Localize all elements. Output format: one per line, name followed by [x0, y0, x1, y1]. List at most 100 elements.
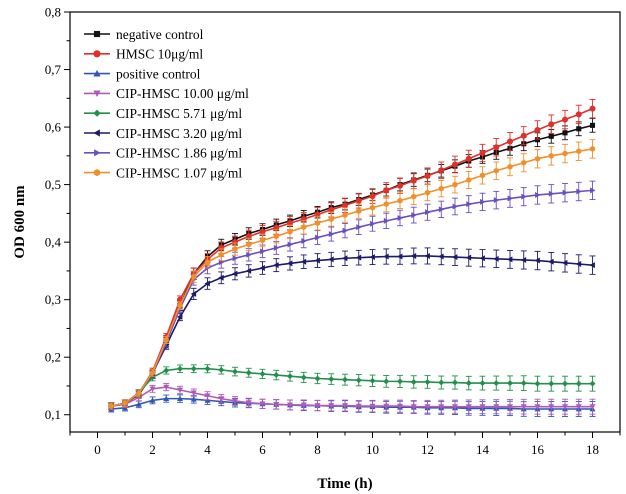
legend-marker: [94, 149, 101, 157]
legend-item-6: CIP-HMSC 3.20 μg/ml: [84, 126, 242, 141]
series-line: [111, 367, 593, 407]
data-point: [232, 255, 238, 262]
data-point: [232, 398, 238, 404]
data-point: [259, 370, 266, 377]
data-point: [328, 256, 334, 263]
data-point: [479, 255, 485, 262]
data-point: [452, 404, 458, 410]
data-point: [273, 262, 279, 269]
x-axis-title: Time (h): [317, 476, 372, 492]
legend-marker: [93, 30, 101, 38]
legend-item-2: HMSC 10μg/ml: [84, 47, 203, 62]
data-point: [562, 130, 568, 136]
legend-item-7: CIP-HMSC 1.86 μg/ml: [84, 146, 242, 161]
data-point: [383, 187, 390, 194]
data-point: [177, 395, 183, 402]
series-line: [111, 386, 593, 408]
data-point: [149, 369, 156, 376]
data-point: [575, 404, 582, 410]
y-tick-label: 0,2: [45, 350, 61, 365]
data-point: [163, 336, 169, 343]
data-point: [218, 366, 225, 373]
x-tick-label: 0: [94, 442, 101, 457]
data-point: [287, 228, 293, 235]
data-point: [369, 204, 376, 211]
data-point: [383, 201, 389, 208]
data-point: [575, 111, 582, 118]
data-point: [287, 260, 293, 267]
data-point: [369, 403, 376, 410]
data-point: [548, 380, 555, 387]
data-point: [177, 365, 183, 372]
data-point: [342, 255, 348, 262]
series-5: [108, 364, 596, 410]
data-point: [259, 401, 266, 407]
data-point: [355, 197, 362, 204]
data-point: [410, 252, 417, 259]
data-point: [300, 374, 307, 381]
data-point: [452, 203, 458, 210]
y-tick-label: 0,6: [45, 120, 62, 135]
data-point: [493, 255, 499, 262]
data-point: [410, 177, 417, 184]
y-axis: 0,1 0,2 0,3 0,4 0,5 0,6 0,7 0,8: [45, 5, 70, 422]
data-point: [259, 237, 266, 244]
data-point: [383, 403, 390, 410]
data-point: [342, 227, 348, 234]
data-point: [204, 259, 211, 266]
data-point: [135, 401, 142, 407]
data-point: [520, 256, 527, 263]
data-point: [136, 390, 142, 397]
series-4: [108, 383, 596, 415]
data-point: [273, 244, 280, 251]
data-point: [590, 187, 596, 194]
data-point: [424, 172, 431, 179]
data-point: [260, 248, 266, 255]
data-point: [507, 256, 513, 263]
data-point: [163, 367, 170, 374]
data-point: [397, 214, 403, 221]
data-point: [163, 395, 170, 402]
data-point: [465, 254, 472, 261]
data-point: [342, 212, 348, 219]
data-point: [397, 403, 403, 410]
legend-marker: [93, 169, 101, 177]
data-point: [562, 116, 568, 123]
data-point: [534, 126, 541, 133]
data-point: [479, 404, 486, 410]
x-tick-label: 18: [586, 442, 599, 457]
data-point: [575, 261, 582, 267]
data-point: [480, 198, 486, 205]
data-point: [232, 246, 238, 253]
legend-label: CIP-HMSC 1.07 μg/ml: [116, 165, 242, 180]
data-point: [218, 396, 225, 402]
data-point: [259, 228, 266, 235]
data-point: [204, 393, 211, 399]
data-point: [520, 132, 527, 139]
data-point: [466, 177, 472, 183]
data-point: [273, 372, 280, 379]
legend-label: CIP-HMSC 10.00 μg/ml: [116, 86, 249, 101]
data-point: [493, 404, 500, 410]
data-point: [520, 404, 527, 410]
x-tick-label: 4: [204, 442, 211, 457]
data-point: [108, 403, 114, 410]
x-tick-label: 8: [314, 442, 321, 457]
data-point: [314, 257, 320, 264]
legend-item-4: CIP-HMSC 10.00 μg/ml: [84, 86, 249, 101]
data-point: [562, 259, 568, 266]
data-point: [328, 376, 335, 383]
data-point: [438, 253, 444, 260]
data-point: [383, 253, 389, 260]
legend: negative control HMSC 10μg/ml positive con…: [84, 27, 249, 180]
data-point: [589, 122, 596, 128]
data-point: [300, 402, 307, 408]
data-point: [177, 387, 183, 393]
data-point: [273, 224, 280, 231]
data-point: [397, 253, 403, 260]
data-point: [425, 209, 431, 216]
legend-marker: [93, 109, 101, 117]
data-point: [452, 379, 458, 386]
data-point: [314, 220, 321, 227]
data-point: [328, 206, 335, 213]
